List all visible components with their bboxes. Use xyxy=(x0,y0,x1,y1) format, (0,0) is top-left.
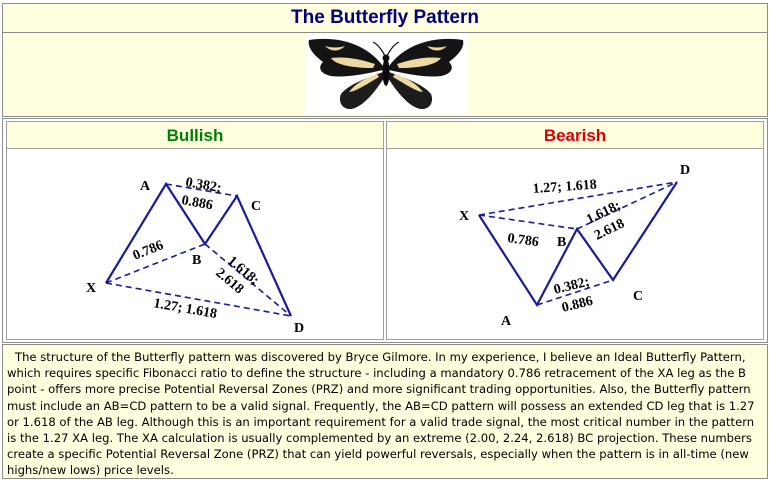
bullish-panel: Bullish A B C D X 0.382; 0.886 0.786 1.6… xyxy=(6,121,384,340)
butterfly-icon xyxy=(308,38,464,110)
bearish-point-a: A xyxy=(501,314,512,329)
bearish-xd-line xyxy=(478,181,678,216)
bearish-point-c: C xyxy=(633,289,643,304)
charts-row: Bullish A B C D X 0.382; 0.886 0.786 1.6… xyxy=(2,118,768,343)
bullish-xb-line xyxy=(105,243,206,284)
bearish-diagram: X A B C D 1.27; 1.618 0.786 1.618; 2.618… xyxy=(459,163,690,329)
bullish-point-c: C xyxy=(251,199,261,214)
bullish-point-x: X xyxy=(86,281,96,296)
bullish-ratio-ac-2: 0.886 xyxy=(180,193,214,213)
bearish-xb-line xyxy=(478,214,578,230)
bearish-ratio-ac-2: 0.886 xyxy=(560,294,594,316)
bearish-ratio-xb: 0.786 xyxy=(506,231,539,250)
bullish-ac-line xyxy=(165,183,238,197)
bearish-ac-line xyxy=(536,279,614,306)
bullish-point-d: D xyxy=(294,321,304,336)
bullish-ratio-xb: 0.786 xyxy=(131,238,166,264)
page-title: The Butterfly Pattern xyxy=(291,7,479,28)
bearish-point-d: D xyxy=(680,163,690,178)
butterfly-image xyxy=(305,34,467,114)
bullish-heading: Bullish xyxy=(7,122,383,149)
image-row xyxy=(2,33,768,117)
bearish-panel: Bearish X A B C D 1.27; 1.618 0.786 1.61… xyxy=(386,121,764,340)
bullish-ratio-xd: 1.27; 1.618 xyxy=(152,296,218,322)
bearish-ratio-xd: 1.27; 1.618 xyxy=(532,178,597,197)
bullish-xd-line xyxy=(105,282,292,317)
bearish-bd-line xyxy=(576,181,678,230)
description-text: The structure of the Butterfly pattern w… xyxy=(7,350,755,478)
description-panel: The structure of the Butterfly pattern w… xyxy=(2,344,768,479)
bullish-ratio-ac-1: 0.382; xyxy=(184,175,222,196)
bullish-diagram: A B C D X 0.382; 0.886 0.786 1.618; 2.61… xyxy=(86,175,304,336)
bearish-point-b: B xyxy=(557,235,566,250)
bearish-heading: Bearish xyxy=(387,122,763,149)
bullish-point-b: B xyxy=(192,253,201,268)
bullish-point-a: A xyxy=(140,179,151,194)
title-bar: The Butterfly Pattern xyxy=(2,3,768,33)
bullish-bd-line xyxy=(204,243,292,317)
bearish-point-x: X xyxy=(459,209,469,224)
